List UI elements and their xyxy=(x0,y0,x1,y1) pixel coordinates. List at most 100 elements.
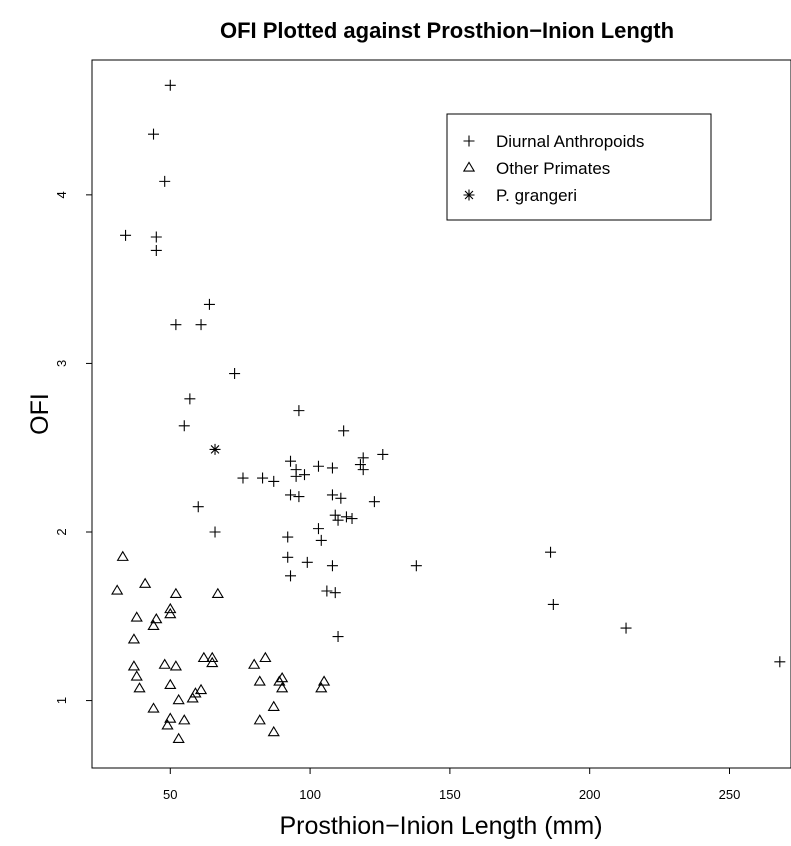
triangle-point xyxy=(111,584,124,595)
plus-point xyxy=(377,448,389,460)
plus-point xyxy=(340,511,352,523)
legend-box xyxy=(446,113,712,221)
x-axis-title: Prosthion−Inion Length (mm) xyxy=(279,812,602,840)
legend: Diurnal Anthropoids Other Primates P. gran… xyxy=(446,113,712,221)
plus-point xyxy=(293,491,305,503)
triangle-point xyxy=(127,660,141,671)
plus-point xyxy=(282,551,294,563)
x-tick-label: 250 xyxy=(719,787,741,802)
chart-title: OFI Plotted against Prosthion−Inion Leng… xyxy=(220,18,674,43)
plus-point xyxy=(184,393,196,405)
plus-point xyxy=(326,489,338,501)
triangle-point xyxy=(164,607,177,619)
triangle-point xyxy=(133,682,146,693)
plus-point xyxy=(357,464,369,476)
plus-point xyxy=(203,298,215,310)
plus-point xyxy=(285,570,297,582)
series-1 xyxy=(111,550,331,743)
plus-point xyxy=(326,462,338,474)
plus-point xyxy=(301,556,313,568)
plus-point xyxy=(315,534,327,546)
triangle-point xyxy=(150,612,163,624)
triangle-point xyxy=(206,656,219,668)
triangle-point xyxy=(253,675,266,686)
y-tick-label: 2 xyxy=(54,528,69,535)
triangle-point xyxy=(276,682,289,693)
triangle-point xyxy=(267,725,280,737)
triangle-point xyxy=(172,693,185,705)
triangle-point xyxy=(211,587,224,599)
x-tick-label: 50 xyxy=(163,787,177,802)
triangle-point xyxy=(158,658,171,669)
plus-point xyxy=(150,231,162,243)
plus-point xyxy=(545,546,557,558)
plus-point xyxy=(268,475,280,487)
plus-point xyxy=(312,523,324,535)
y-tick-label: 3 xyxy=(54,360,69,367)
triangle-point xyxy=(164,602,177,614)
triangle-point xyxy=(197,651,210,663)
y-tick-label: 4 xyxy=(54,191,69,198)
triangle-point xyxy=(315,682,328,693)
plus-point xyxy=(178,420,190,432)
plus-point xyxy=(329,509,341,521)
plus-point xyxy=(312,460,324,472)
x-tick-label: 200 xyxy=(579,787,601,802)
plus-point xyxy=(170,319,182,331)
plus-point xyxy=(192,501,204,513)
data-marks xyxy=(111,79,786,743)
triangle-point xyxy=(116,550,129,561)
triangle-point xyxy=(164,712,177,723)
plus-point xyxy=(229,368,241,380)
triangle-point xyxy=(164,678,177,690)
triangle-point xyxy=(130,611,143,622)
triangle-point xyxy=(194,683,208,695)
plus-point xyxy=(120,229,132,241)
triangle-point xyxy=(189,687,202,698)
legend-plus-marker xyxy=(463,135,475,147)
plus-point xyxy=(329,587,341,599)
triangle-point xyxy=(248,658,261,669)
plus-point xyxy=(368,496,380,508)
plus-point xyxy=(321,585,333,597)
plus-point xyxy=(354,459,366,471)
legend-asterisk-marker xyxy=(463,189,475,201)
plus-point xyxy=(285,489,297,501)
plus-point xyxy=(285,455,297,467)
plus-point xyxy=(357,452,369,464)
triangle-point xyxy=(253,714,266,725)
triangle-point xyxy=(206,651,219,663)
triangle-point xyxy=(147,619,160,631)
plus-point xyxy=(338,425,350,437)
plus-point xyxy=(164,79,176,91)
plot-frame xyxy=(91,59,791,769)
plus-point xyxy=(237,472,249,484)
series-0 xyxy=(120,79,786,668)
plus-point xyxy=(326,560,338,572)
plus-point xyxy=(257,472,269,484)
plus-point xyxy=(620,622,632,634)
triangle-point xyxy=(127,633,141,644)
plus-point xyxy=(298,469,310,481)
series-2 xyxy=(209,443,221,455)
plus-point xyxy=(410,560,422,572)
y-axis-title: OFI xyxy=(26,393,54,435)
plus-point xyxy=(547,598,559,610)
asterisk-point xyxy=(209,443,221,455)
legend-triangle-marker xyxy=(462,161,476,172)
triangle-point xyxy=(317,675,331,686)
triangle-point xyxy=(273,675,286,686)
triangle-point xyxy=(161,719,174,730)
x-tick-label: 150 xyxy=(439,787,461,802)
triangle-point xyxy=(130,670,143,681)
plus-point xyxy=(332,631,344,643)
triangle-point xyxy=(259,651,272,663)
plus-point xyxy=(293,405,305,417)
plus-point xyxy=(195,319,207,331)
triangle-point xyxy=(169,587,182,599)
legend-label: Diurnal Anthropoids xyxy=(496,132,644,151)
plus-point xyxy=(282,531,294,543)
legend-label: Other Primates xyxy=(496,159,610,178)
triangle-point xyxy=(186,692,199,703)
